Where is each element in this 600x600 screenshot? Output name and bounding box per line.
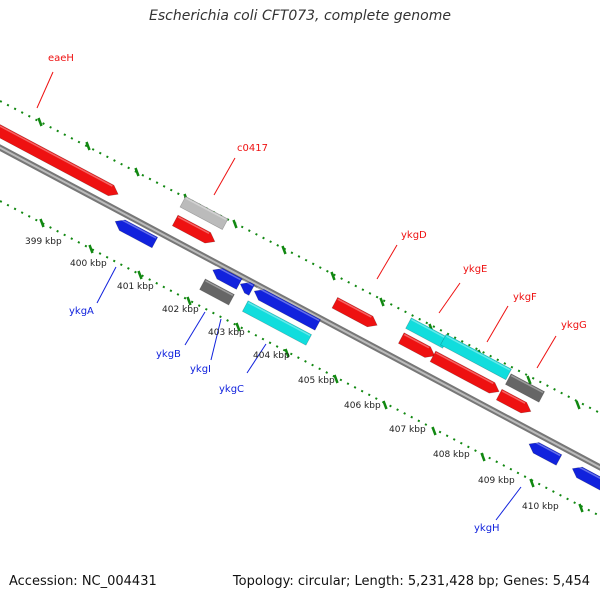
gene-arrow xyxy=(571,464,600,494)
tick-label: 410 kbp xyxy=(522,502,559,512)
tick-label: 403 kbp xyxy=(208,328,245,338)
tick-label: 409 kbp xyxy=(478,476,515,486)
callout-line xyxy=(438,282,461,314)
tick-mark xyxy=(232,219,238,229)
callout-line xyxy=(184,311,206,346)
tick-label: 404 kbp xyxy=(253,351,290,361)
tick-mark xyxy=(85,141,91,151)
tick-mark xyxy=(431,426,437,436)
tick-mark xyxy=(480,452,486,462)
tick-mark xyxy=(37,117,43,127)
gene-arrow xyxy=(253,286,321,331)
tick-mark xyxy=(281,245,287,255)
gene-arrow xyxy=(331,297,378,328)
gene-arrow xyxy=(528,439,563,466)
gene-arrow xyxy=(239,279,255,296)
map-title: Escherichia coli CFT073, complete genome xyxy=(149,8,451,24)
tick-label: 399 kbp xyxy=(25,237,62,247)
tick-mark xyxy=(88,244,94,254)
gene-label-forward: ykgE xyxy=(463,264,487,275)
gene-label-reverse: ykgC xyxy=(219,384,244,395)
tick-label: 401 kbp xyxy=(117,282,154,292)
tick-labels: 399 kbp 400 kbp 401 kbp 402 kbp 403 kbp 404 k… xyxy=(25,237,559,512)
genome-backbone xyxy=(0,144,600,471)
gene-features xyxy=(0,118,600,494)
gene-arrow xyxy=(429,350,500,394)
gene-arrow xyxy=(495,388,532,414)
accession-text: Accession: NC_004431 xyxy=(9,574,157,589)
tick-mark xyxy=(578,503,584,513)
tick-mark xyxy=(379,297,385,307)
callout-line xyxy=(96,266,117,304)
callout-line xyxy=(376,244,398,280)
genome-summary-text: Topology: circular; Length: 5,231,428 bp… xyxy=(232,574,590,589)
gene-arrow xyxy=(0,118,119,197)
callout-line xyxy=(536,335,557,369)
tick-mark xyxy=(284,348,290,358)
gene-arrow xyxy=(171,214,216,244)
callout-line xyxy=(246,343,267,374)
gene-arrow xyxy=(440,333,512,381)
tick-mark xyxy=(137,270,143,280)
tick-mark xyxy=(39,218,45,228)
gene-arrow xyxy=(405,317,449,349)
gene-label-forward: eaeH xyxy=(48,53,74,64)
gene-label-forward: c0417 xyxy=(237,143,268,154)
callout-line xyxy=(213,157,236,196)
tick-mark xyxy=(529,478,535,488)
gene-label-reverse: ykgH xyxy=(474,523,500,534)
tick-label: 405 kbp xyxy=(298,376,335,386)
gene-arrow xyxy=(398,332,436,358)
gene-arrow xyxy=(199,278,235,306)
tick-label: 406 kbp xyxy=(344,401,381,411)
gene-label-reverse: ykgI xyxy=(190,364,211,375)
callout-line xyxy=(495,486,522,521)
callout-line xyxy=(36,71,54,109)
gene-label-forward: ykgG xyxy=(561,320,587,331)
tick-label: 402 kbp xyxy=(162,305,199,315)
gene-label-forward: ykgF xyxy=(513,292,537,303)
gene-arrow xyxy=(505,373,545,403)
gene-arrow xyxy=(212,265,243,290)
inner-dotted-track xyxy=(0,200,600,517)
gene-arrow xyxy=(242,300,312,346)
tick-label: 407 kbp xyxy=(389,425,426,435)
tick-mark xyxy=(333,374,339,384)
gene-arrow xyxy=(114,217,159,249)
callout-line xyxy=(486,305,509,343)
gene-label-reverse: ykgB xyxy=(156,349,181,360)
tick-mark xyxy=(575,400,581,410)
tick-mark xyxy=(186,296,192,306)
tick-mark xyxy=(235,322,241,332)
gene-label-reverse: ykgA xyxy=(69,306,94,317)
gene-callouts: eaeH c0417 ykgD ykgE ykgF ykgG ykgA ykgB ykgI ykg… xyxy=(36,53,587,534)
gene-arrow xyxy=(179,196,229,230)
callout-line xyxy=(210,318,222,361)
tick-mark xyxy=(526,375,532,385)
tick-mark xyxy=(134,167,140,177)
outer-dotted-track xyxy=(0,100,600,414)
tick-mark xyxy=(330,271,336,281)
tick-label: 400 kbp xyxy=(70,259,107,269)
tick-label: 408 kbp xyxy=(433,450,470,460)
tick-tracks xyxy=(0,100,600,517)
tick-mark xyxy=(382,400,388,410)
gene-label-forward: ykgD xyxy=(401,230,427,241)
